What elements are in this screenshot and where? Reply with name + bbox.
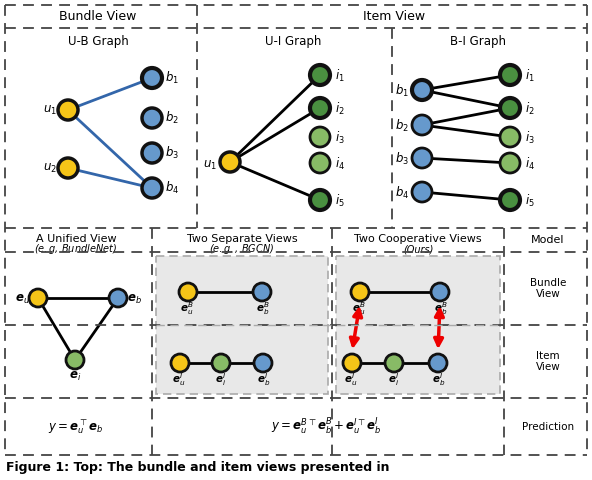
Circle shape	[253, 283, 271, 301]
Text: $i_5$: $i_5$	[335, 193, 345, 209]
Text: Item View: Item View	[363, 11, 425, 24]
Text: $y = \boldsymbol{e}_u^\top \boldsymbol{e}_b$: $y = \boldsymbol{e}_u^\top \boldsymbol{e…	[49, 417, 104, 436]
Text: $\boldsymbol{e}_i^I$: $\boldsymbol{e}_i^I$	[388, 372, 400, 388]
Circle shape	[171, 354, 189, 372]
Text: $\boldsymbol{e}_b^I$: $\boldsymbol{e}_b^I$	[258, 372, 271, 388]
Text: $b_2$: $b_2$	[165, 110, 179, 126]
Circle shape	[500, 190, 520, 210]
Circle shape	[351, 283, 369, 301]
Text: Prediction: Prediction	[522, 421, 574, 432]
Circle shape	[58, 100, 78, 120]
Circle shape	[412, 80, 432, 100]
FancyArrowPatch shape	[350, 310, 362, 346]
Circle shape	[412, 148, 432, 168]
Text: Bundle
View: Bundle View	[530, 278, 566, 300]
Circle shape	[29, 289, 47, 307]
Text: $\boldsymbol{e}_b^B$: $\boldsymbol{e}_b^B$	[256, 300, 270, 317]
Text: $y = \boldsymbol{e}_u^{B\top} \boldsymbol{e}_b^B + \boldsymbol{e}_u^{I\top} \bol: $y = \boldsymbol{e}_u^{B\top} \boldsymbo…	[271, 417, 381, 437]
Text: $b_4$: $b_4$	[395, 185, 409, 201]
Text: Bundle View: Bundle View	[59, 11, 137, 24]
Text: $b_1$: $b_1$	[165, 70, 179, 86]
Circle shape	[310, 190, 330, 210]
Circle shape	[429, 354, 447, 372]
Text: $\boldsymbol{e}_b^I$: $\boldsymbol{e}_b^I$	[432, 372, 446, 388]
Text: U-B Graph: U-B Graph	[67, 36, 128, 48]
Text: $\boldsymbol{e}_u^B$: $\boldsymbol{e}_u^B$	[180, 300, 194, 317]
Text: $u_1$: $u_1$	[43, 104, 57, 117]
Circle shape	[212, 354, 230, 372]
Text: $b_3$: $b_3$	[165, 145, 179, 161]
Circle shape	[343, 354, 361, 372]
Text: $i_4$: $i_4$	[525, 156, 535, 172]
Text: Figure 1: Top: The bundle and item views presented in: Figure 1: Top: The bundle and item views…	[6, 461, 390, 475]
Text: B-I Graph: B-I Graph	[450, 36, 506, 48]
Text: A Unified View: A Unified View	[36, 234, 116, 244]
Circle shape	[310, 153, 330, 173]
Text: $\boldsymbol{e}_i$: $\boldsymbol{e}_i$	[69, 370, 81, 383]
FancyBboxPatch shape	[336, 256, 500, 394]
Text: $\boldsymbol{e}_u^I$: $\boldsymbol{e}_u^I$	[172, 372, 186, 388]
Text: $\boldsymbol{e}_b$: $\boldsymbol{e}_b$	[127, 292, 141, 306]
Text: $b_4$: $b_4$	[165, 180, 179, 196]
Text: $\boldsymbol{e}_u^B$: $\boldsymbol{e}_u^B$	[352, 300, 366, 317]
Text: $\boldsymbol{e}_u$: $\boldsymbol{e}_u$	[15, 292, 30, 306]
Circle shape	[412, 115, 432, 135]
Circle shape	[142, 68, 162, 88]
Circle shape	[220, 152, 240, 172]
Circle shape	[500, 153, 520, 173]
Text: $i_2$: $i_2$	[525, 101, 535, 117]
Text: $\boldsymbol{e}_i^I$: $\boldsymbol{e}_i^I$	[215, 372, 227, 388]
Circle shape	[179, 283, 197, 301]
Circle shape	[58, 158, 78, 178]
Text: $u_1$: $u_1$	[203, 158, 217, 171]
Text: $b_1$: $b_1$	[395, 83, 409, 99]
Text: $b_2$: $b_2$	[395, 118, 409, 134]
Text: $i_3$: $i_3$	[335, 130, 345, 146]
Circle shape	[500, 65, 520, 85]
FancyBboxPatch shape	[156, 256, 328, 394]
Circle shape	[500, 127, 520, 147]
Circle shape	[385, 354, 403, 372]
Text: $\boldsymbol{e}_u^I$: $\boldsymbol{e}_u^I$	[345, 372, 358, 388]
Circle shape	[500, 98, 520, 118]
Text: $i_5$: $i_5$	[525, 193, 535, 209]
Circle shape	[310, 98, 330, 118]
Text: $i_2$: $i_2$	[335, 101, 345, 117]
Circle shape	[109, 289, 127, 307]
Circle shape	[310, 127, 330, 147]
Text: $i_4$: $i_4$	[335, 156, 345, 172]
Text: $u_2$: $u_2$	[43, 161, 57, 175]
Circle shape	[254, 354, 272, 372]
Circle shape	[431, 283, 449, 301]
Text: Two Cooperative Views: Two Cooperative Views	[354, 234, 482, 244]
Circle shape	[142, 108, 162, 128]
Text: Model: Model	[531, 235, 565, 245]
Text: (Ours): (Ours)	[403, 244, 433, 254]
Text: U-I Graph: U-I Graph	[265, 36, 321, 48]
Circle shape	[310, 65, 330, 85]
Text: $i_1$: $i_1$	[525, 68, 535, 84]
Text: Two Separate Views: Two Separate Views	[186, 234, 297, 244]
Text: Item
View: Item View	[536, 351, 561, 372]
Text: $i_1$: $i_1$	[335, 68, 345, 84]
Text: ($e.g.$, BGCN): ($e.g.$, BGCN)	[210, 242, 275, 256]
Text: ($e.g$, BundleNet): ($e.g$, BundleNet)	[34, 242, 118, 256]
Text: $\boldsymbol{e}_b^B$: $\boldsymbol{e}_b^B$	[434, 300, 448, 317]
Circle shape	[66, 351, 84, 369]
FancyArrowPatch shape	[435, 310, 443, 345]
Circle shape	[142, 178, 162, 198]
Text: $i_3$: $i_3$	[525, 130, 535, 146]
Circle shape	[412, 182, 432, 202]
Circle shape	[142, 143, 162, 163]
Text: $b_3$: $b_3$	[395, 151, 409, 167]
